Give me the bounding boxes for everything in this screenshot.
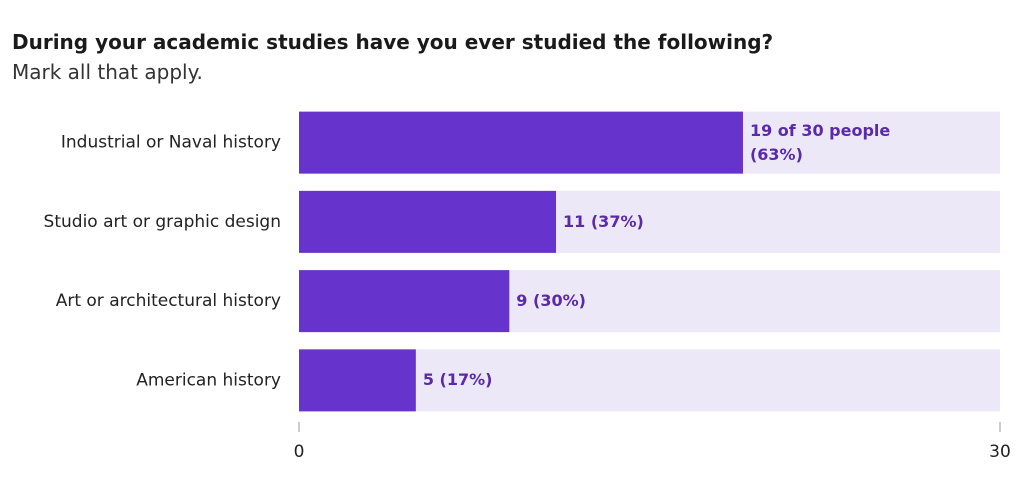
x-tick-label: 30	[989, 442, 1011, 462]
value-label: 9 (30%)	[516, 291, 586, 311]
chart-subtitle: Mark all that apply.	[12, 60, 203, 84]
category-label: Art or architectural history	[56, 291, 281, 311]
bar	[299, 270, 510, 333]
value-label: 5 (17%)	[422, 370, 493, 390]
bar	[299, 111, 743, 174]
bar	[299, 349, 416, 412]
bar	[299, 190, 557, 253]
value-label: 19 of 30 people (63%)	[749, 120, 891, 164]
category-label: Studio art or graphic design	[44, 212, 281, 232]
value-label: 11 (37%)	[563, 211, 644, 231]
x-tick-label: 0	[294, 442, 305, 462]
category-label: Industrial or Naval history	[61, 133, 281, 153]
category-label: American history	[136, 370, 281, 390]
chart-title: During your academic studies have you ev…	[12, 30, 774, 54]
